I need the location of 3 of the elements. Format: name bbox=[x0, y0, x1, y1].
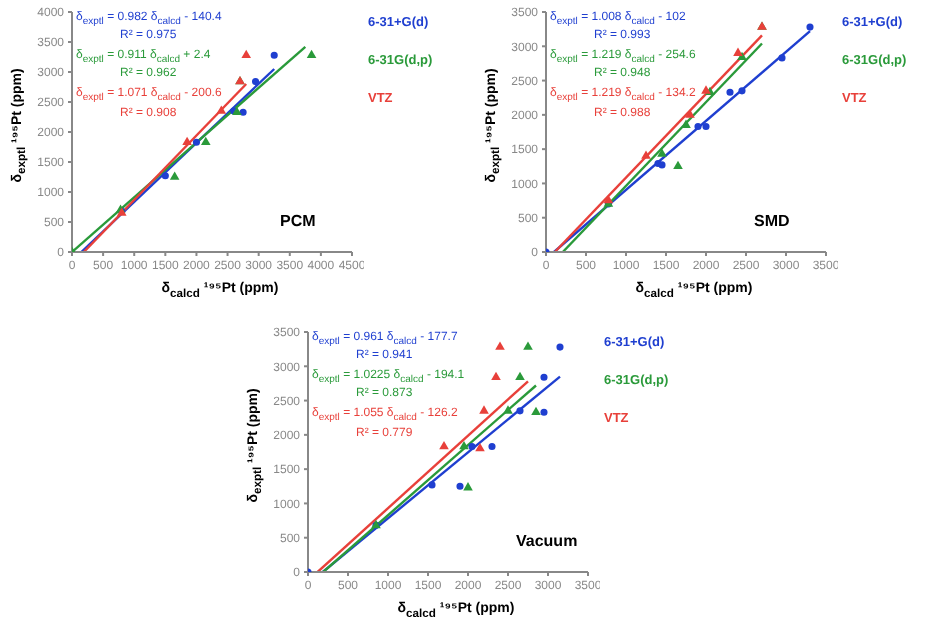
annotation: PCM bbox=[280, 212, 316, 230]
annotation: SMD bbox=[754, 212, 790, 230]
annotation: Vacuum bbox=[516, 532, 578, 550]
